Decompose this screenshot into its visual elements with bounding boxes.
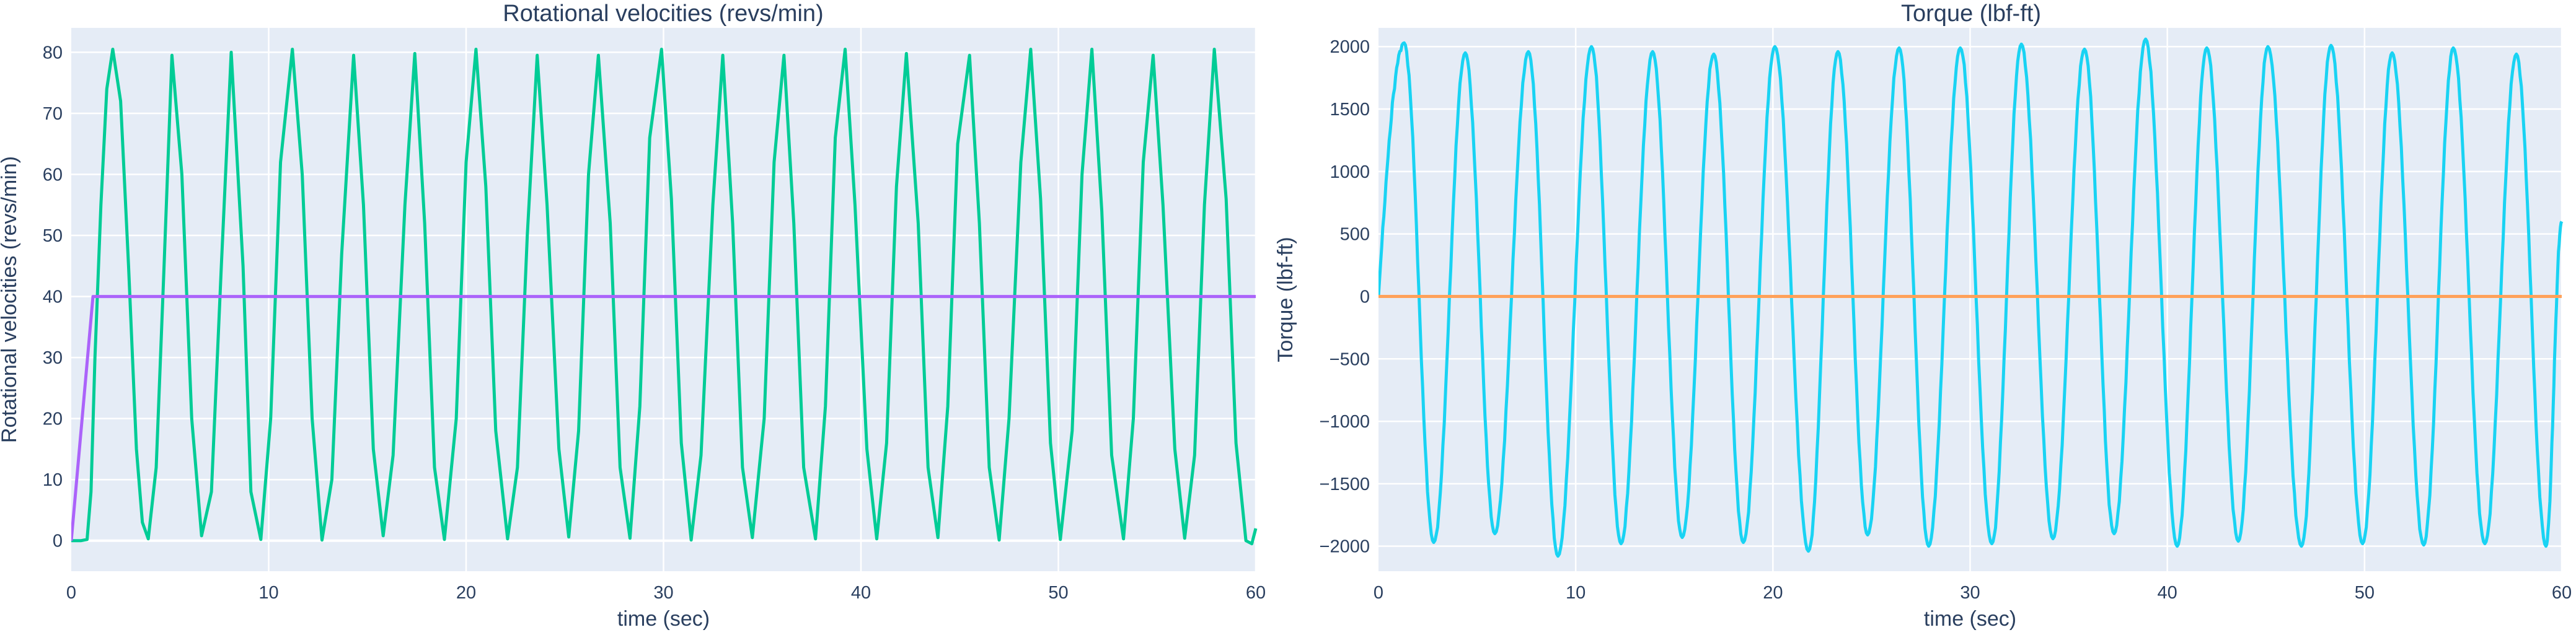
y-tick-label: −2000	[1320, 537, 1370, 557]
series-group	[71, 48, 1258, 546]
chart-1: 0 10 20 30 40 50 60 0 10 20 30 40 50 60 70 80 Rotational…	[0, 1, 1266, 631]
y-axis-title: Torque (lbf-ft)	[1274, 237, 1297, 362]
y-tick-label: 80	[43, 43, 63, 63]
chart-title: Torque (lbf-ft)	[1901, 1, 2041, 27]
y-tick-label: 70	[43, 104, 63, 124]
y-tick-label: 2000	[1330, 37, 1370, 57]
y-tick-label: 30	[43, 348, 63, 368]
x-tick-label: 20	[1763, 583, 1783, 603]
y-tick-label: −1500	[1320, 475, 1370, 494]
x-axis-title: time (sec)	[617, 607, 710, 631]
x-tick-label: 10	[258, 583, 278, 603]
y-tick-label: −500	[1330, 349, 1370, 369]
chart-2: 0 10 20 30 40 50 60 −2000 −1500 −1000 −500 0 500 1000…	[1274, 1, 2572, 631]
x-tick-label: 60	[1246, 583, 1266, 603]
x-tick-label: 30	[1960, 583, 1980, 603]
y-tick-label: 1000	[1330, 162, 1370, 182]
y-tick-label: 0	[1360, 287, 1370, 307]
x-tick-label: 30	[653, 583, 673, 603]
y-tick-label: 20	[43, 409, 63, 429]
x-tick-label: 10	[1566, 583, 1586, 603]
y-tick-label: −1000	[1320, 412, 1370, 432]
series-line-1	[71, 48, 1258, 546]
y-tick-label: 60	[43, 165, 63, 185]
x-tick-label: 40	[851, 583, 871, 603]
x-tick-label: 50	[2355, 583, 2375, 603]
x-axis-title: time (sec)	[1924, 607, 2016, 631]
y-axis-title: Rotational velocities (revs/min)	[0, 156, 21, 443]
series-group	[1378, 37, 2564, 558]
x-tick-label: 60	[2552, 583, 2572, 603]
y-tick-label: 500	[1340, 225, 1370, 245]
y-tick-label: 1500	[1330, 100, 1370, 120]
series-line-2	[71, 295, 1256, 541]
y-tick-label: 50	[43, 226, 63, 246]
x-tick-label: 50	[1048, 583, 1068, 603]
chart-title: Rotational velocities (revs/min)	[503, 1, 823, 27]
y-tick-label: 10	[43, 470, 63, 490]
x-tick-label: 40	[2158, 583, 2177, 603]
x-tick-label: 20	[456, 583, 476, 603]
x-tick-label: 0	[66, 583, 76, 603]
y-tick-label: 0	[53, 532, 63, 551]
x-tick-label: 0	[1374, 583, 1383, 603]
y-tick-label: 40	[43, 287, 63, 307]
